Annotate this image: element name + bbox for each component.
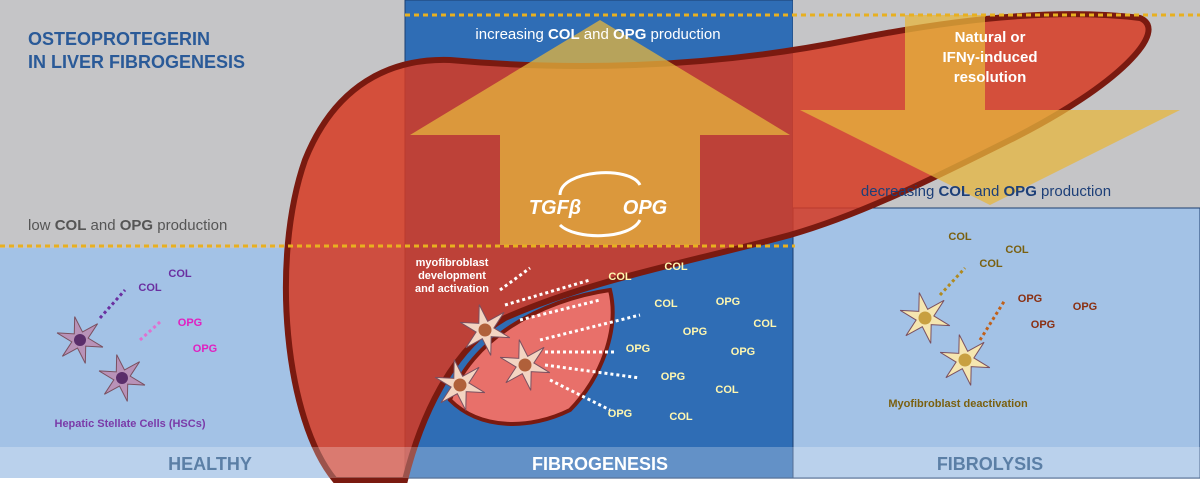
cycle-text: TGFβ [529, 197, 581, 219]
dotted-arrow [98, 289, 127, 319]
molecule-label: COL [753, 318, 777, 330]
resolution: IFNγ-induced [942, 49, 1037, 66]
molecule-label: OPG [661, 371, 685, 383]
resolution: Natural or [955, 29, 1026, 46]
cell-nucleus [518, 358, 532, 372]
caption: decreasing COL and OPG production [861, 183, 1111, 200]
molecule-label: OPG [1073, 301, 1097, 313]
dotted-arrow [938, 266, 967, 297]
stage-label: HEALTHY [168, 454, 252, 474]
cycle-arrow [558, 171, 642, 196]
molecule-label: COL [664, 261, 688, 273]
dotted-arrow [549, 378, 611, 412]
stage-label: FIBROGENESIS [532, 454, 668, 474]
title: IN LIVER FIBROGENESIS [28, 52, 245, 72]
caption: increasing COL and OPG production [475, 26, 720, 43]
molecule-label: OPG [178, 317, 202, 329]
molecule-label: OPG [683, 326, 707, 338]
molecule-label: OPG [1031, 319, 1055, 331]
molecule-label: COL [138, 282, 162, 294]
dotted-arrow [544, 363, 641, 380]
caption: low COL and OPG production [28, 217, 227, 234]
molecule-label: COL [715, 384, 739, 396]
cycle-text: OPG [623, 197, 667, 219]
molecule-label: OPG [716, 296, 740, 308]
cells-label: Myofibroblast deactivation [888, 398, 1028, 410]
dotted-arrow [138, 320, 162, 342]
cells-label: Hepatic Stellate Cells (HSCs) [55, 418, 206, 430]
cell-nucleus [478, 323, 492, 337]
cell-nucleus [453, 378, 467, 392]
fibrolysis-bottom [792, 207, 1200, 479]
molecule-label: COL [608, 271, 632, 283]
dotted-arrow [499, 266, 531, 292]
molecule-label: COL [948, 231, 972, 243]
dotted-arrow [978, 299, 1007, 341]
note: development [418, 270, 486, 282]
molecule-label: OPG [731, 346, 755, 358]
molecule-label: COL [1005, 244, 1029, 256]
molecule-label: COL [168, 268, 192, 280]
cycle-arrow [558, 219, 642, 238]
cell-nucleus [116, 372, 128, 384]
note: and activation [415, 283, 489, 295]
molecule-label: COL [654, 298, 678, 310]
down-arrow [800, 15, 1180, 205]
title: OSTEOPROTEGERIN [28, 29, 210, 49]
cell-nucleus [958, 353, 972, 367]
dotted-arrow [519, 298, 601, 322]
molecule-label: OPG [193, 343, 217, 355]
note: myofibroblast [416, 257, 489, 269]
dotted-arrow [539, 313, 641, 342]
molecule-label: COL [669, 411, 693, 423]
dotted-arrow [504, 278, 591, 307]
stage-label: FIBROLYSIS [937, 454, 1043, 474]
molecule-label: OPG [626, 343, 650, 355]
stage-band [0, 447, 1200, 478]
molecule-label: COL [979, 258, 1003, 270]
cell-nucleus [918, 311, 932, 325]
resolution: resolution [954, 69, 1027, 86]
up-arrow [410, 20, 790, 245]
molecule-label: OPG [608, 408, 632, 420]
molecule-label: OPG [1018, 293, 1042, 305]
cell-nucleus [74, 334, 86, 346]
